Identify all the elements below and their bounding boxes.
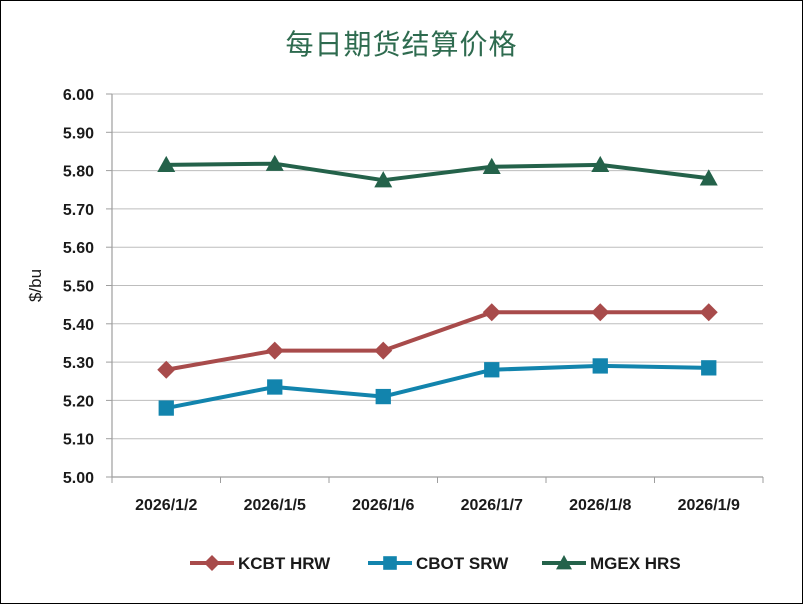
tick-labels: 5.00 5.10 5.20 5.30 5.40 5.50 5.60 5.70 5.80 5.90… <box>26 87 740 514</box>
legend-label: MGEX HRS <box>590 554 681 573</box>
data-point <box>374 341 393 360</box>
x-tick-label: 2026/1/2 <box>135 497 197 514</box>
y-tick-label: 5.80 <box>63 164 94 181</box>
y-axis-label: $/bu <box>26 269 45 302</box>
y-tick-label: 5.40 <box>63 317 94 334</box>
data-point <box>591 303 610 322</box>
y-tick-label: 5.60 <box>63 240 94 257</box>
y-tick-label: 5.10 <box>63 432 94 449</box>
y-tick-label: 5.30 <box>63 355 94 372</box>
x-tick-label: 2026/1/7 <box>461 497 523 514</box>
y-tick-label: 5.90 <box>63 125 94 142</box>
data-point <box>482 303 501 322</box>
series-line <box>165 310 709 372</box>
chart-title: 每日期货结算价格 <box>285 28 518 61</box>
legend-marker <box>556 555 572 570</box>
data-point <box>265 341 284 360</box>
data-point <box>482 157 501 174</box>
x-tick-label: 2026/1/6 <box>352 497 414 514</box>
series-line <box>165 363 709 411</box>
data-point <box>374 171 393 188</box>
data-point <box>592 358 608 374</box>
y-tick-label: 6.00 <box>63 87 94 104</box>
data-point <box>375 388 391 405</box>
legend: KCBT HRW CBOT SRW MGEX HRS <box>190 554 681 573</box>
data-point <box>157 360 176 379</box>
data-point <box>701 360 717 376</box>
legend-label: KCBT HRW <box>238 554 331 573</box>
y-tick-label: 5.00 <box>63 470 94 487</box>
data-point <box>699 169 718 186</box>
axes <box>106 93 764 483</box>
legend-label: CBOT SRW <box>416 554 509 573</box>
data-point <box>267 379 283 395</box>
legend-marker <box>383 556 397 570</box>
x-tick-label: 2026/1/5 <box>244 497 306 514</box>
data-point <box>591 155 610 173</box>
y-tick-label: 5.50 <box>63 279 94 296</box>
data-point <box>158 400 174 416</box>
data-point <box>265 154 284 171</box>
y-tick-label: 5.20 <box>63 393 94 410</box>
data-point <box>699 303 718 322</box>
x-tick-label: 2026/1/9 <box>678 497 740 514</box>
y-tick-label: 5.70 <box>63 202 94 219</box>
x-tick-label: 2026/1/8 <box>569 497 631 514</box>
legend-marker <box>204 555 220 571</box>
data-point <box>157 155 176 173</box>
gridlines <box>112 93 763 478</box>
data-point <box>484 362 500 378</box>
series-layer <box>157 154 718 416</box>
series-line <box>166 161 709 183</box>
